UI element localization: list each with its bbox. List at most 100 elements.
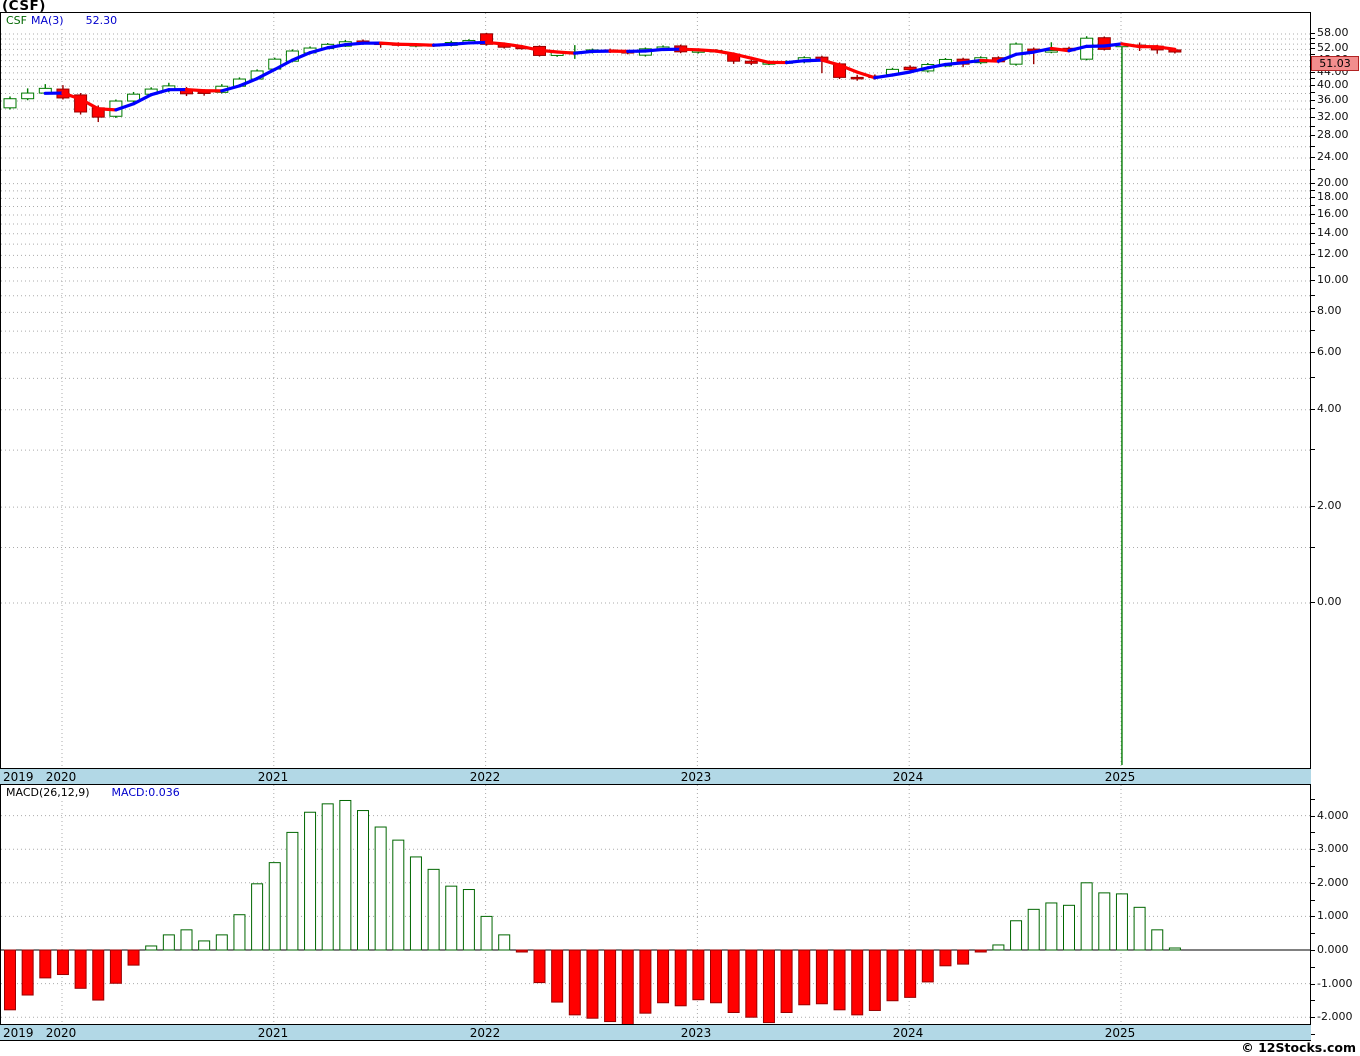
year-label: 2022 [469,1026,501,1040]
axis-tick [1310,966,1315,968]
macd-axis-label: -1.000 [1317,976,1353,990]
axis-tick [1310,182,1315,184]
axis-tick [1310,899,1315,901]
macd-settings-label: MACD(26,12,9) [4,785,92,800]
macd-legend: MACD(26,12,9) MACD:0.036 [4,785,182,800]
axis-tick [1310,311,1315,313]
axis-tick [1310,602,1315,603]
axis-tick [1310,1000,1315,1002]
axis-tick [1310,916,1315,918]
price-chart-canvas [1,13,1310,767]
axis-tick [1310,849,1315,851]
axis-tick [1310,832,1315,834]
axis-tick [1310,48,1315,50]
price-axis-label: 58.00 [1317,26,1349,40]
axis-tick [1310,223,1315,225]
price-axis-label: 4.00 [1317,401,1342,415]
macd-axis-label: 4.000 [1317,808,1349,822]
macd-axis-label: -2.000 [1317,1010,1353,1024]
axis-tick [1310,197,1315,199]
price-axis-label: 32.00 [1317,109,1349,123]
macd-axis-label: 1.000 [1317,909,1349,923]
axis-tick [1310,92,1315,94]
year-label: 2022 [469,770,501,784]
price-axis-label: 36.00 [1317,93,1349,107]
year-label: 2024 [892,1026,924,1040]
axis-tick [1310,189,1315,191]
axis-tick [1310,815,1315,817]
price-axis-label: 10.00 [1317,273,1349,286]
axis-tick [1310,377,1315,379]
axis-tick [1310,280,1315,281]
axis-tick [1310,78,1315,80]
axis-tick [1310,125,1315,127]
price-axis-label: 16.00 [1317,206,1349,220]
axis-tick [1310,546,1315,548]
axis-tick [1310,232,1315,234]
price-axis-label: 28.00 [1317,128,1349,142]
ma-label: MA(3) [29,13,66,28]
symbol-label: CSF [4,13,29,28]
macd-axis-label: 3.000 [1317,842,1349,856]
year-label: 2019 [3,1026,34,1040]
macd-chart-canvas [1,785,1310,1024]
axis-tick [1310,169,1315,171]
year-label: 2021 [257,770,289,784]
year-label: 2023 [680,770,712,784]
axis-tick [1310,266,1315,268]
price-axis-label: 12.00 [1317,247,1349,261]
axis-tick [1310,243,1315,245]
price-axis-label: 14.00 [1317,225,1349,239]
axis-tick [1310,983,1315,985]
price-chart-panel: CSF MA(3) 52.30 [0,12,1311,768]
price-axis-label: 2.00 [1317,499,1342,513]
year-label: 2020 [45,1026,77,1040]
last-price-badge: 51.03 [1311,56,1359,72]
axis-tick [1310,950,1315,951]
axis-tick [1310,116,1315,118]
page-title: (CSF) [2,0,46,14]
axis-tick [1310,254,1315,256]
axis-tick [1310,37,1315,39]
axis-tick [1310,1034,1315,1035]
price-axis-label: 20.00 [1317,175,1349,189]
macd-axis-label: 2.000 [1317,875,1349,889]
footer-credit: © 12Stocks.com [1241,1040,1356,1055]
axis-tick [1310,506,1315,508]
axis-tick [1310,145,1315,147]
year-label: 2020 [45,770,77,784]
price-axis-label: 18.00 [1317,190,1349,204]
price-axis-label: 24.00 [1317,150,1349,163]
price-axis-label: 0.00 [1317,595,1342,608]
year-label: 2024 [892,770,924,784]
macd-value: MACD:0.036 [109,785,182,800]
macd-axis-label: 0.000 [1317,943,1349,956]
axis-tick [1310,205,1315,207]
x-axis-year-band-top: 2019 2020 2021 2022 2023 2024 2025 [0,768,1311,785]
year-label: 2021 [257,1026,289,1040]
axis-tick [1310,157,1315,158]
year-label: 2025 [1104,1026,1136,1040]
x-axis-year-band-bottom: 2019 2020 2021 2022 2023 2024 2025 [0,1024,1311,1041]
axis-tick [1310,408,1315,410]
axis-tick [1310,294,1315,296]
year-label: 2023 [680,1026,712,1040]
axis-tick [1310,330,1315,332]
price-legend: CSF MA(3) 52.30 [4,13,120,28]
axis-tick [1310,351,1315,353]
year-label: 2019 [3,770,34,784]
axis-tick [1310,1017,1315,1019]
axis-tick [1310,866,1315,867]
axis-tick [1310,33,1315,35]
year-label: 2025 [1104,770,1136,784]
axis-tick [1310,85,1315,87]
ma-value: 52.30 [83,13,120,28]
axis-tick [1310,135,1315,137]
axis-tick [1310,449,1315,451]
axis-tick [1310,882,1315,884]
axis-tick [1310,213,1315,215]
price-axis-label: 8.00 [1317,304,1342,318]
price-axis-label: 6.00 [1317,344,1342,358]
price-axis-label: 40.00 [1317,78,1349,92]
price-axis-label: 52.00 [1317,41,1349,55]
